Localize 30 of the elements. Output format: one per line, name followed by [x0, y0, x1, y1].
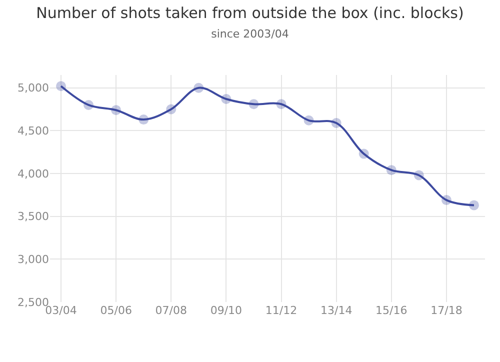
point: [276, 99, 286, 110]
point: [84, 100, 94, 110]
chart-subtitle: since 2003/04: [211, 28, 289, 41]
x-tick-label: 05/06: [100, 304, 132, 317]
point: [386, 165, 396, 176]
y-tick-label: 4,000: [18, 167, 49, 180]
chart-title: Number of shots taken from outside the box (inc. blocks): [36, 4, 464, 22]
point: [138, 114, 149, 125]
x-tick-label: 07/08: [155, 304, 187, 317]
point: [194, 82, 204, 93]
y-tick-label: 3,500: [18, 210, 49, 224]
y-tick-label: 3,000: [18, 253, 49, 266]
y-tick-label: 4,500: [18, 124, 49, 138]
point: [441, 195, 452, 206]
x-tick-label: 17/18: [430, 304, 462, 317]
point: [166, 104, 176, 114]
point: [468, 200, 479, 210]
point: [414, 170, 424, 180]
point: [221, 94, 232, 104]
x-tick-label: 13/14: [320, 304, 352, 317]
point: [358, 148, 369, 159]
point: [331, 118, 342, 128]
point: [111, 105, 122, 116]
x-tick-label: 09/10: [210, 304, 242, 317]
y-tick-label: 5,000: [18, 82, 49, 95]
x-tick-label: 11/12: [265, 304, 298, 317]
point: [304, 115, 314, 126]
point: [56, 81, 66, 92]
x-tick-label: 15/16: [376, 304, 408, 317]
point: [248, 99, 259, 110]
